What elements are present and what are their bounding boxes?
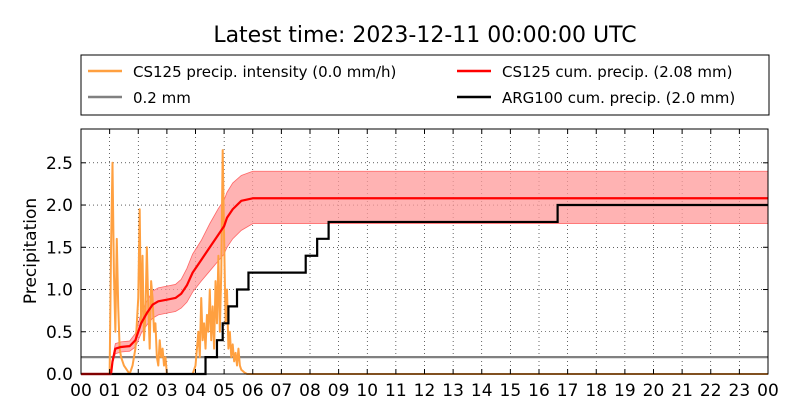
grid: [81, 129, 768, 374]
x-tick-label: 10: [356, 381, 378, 401]
x-tick-label: 14: [471, 381, 493, 401]
legend-label-cs125-cum: CS125 cum. precip. (2.08 mm): [502, 63, 732, 81]
y-tick-label: 1.0: [46, 281, 73, 301]
plot-marks: [81, 149, 769, 376]
legend-label-arg100-cum: ARG100 cum. precip. (2.0 mm): [502, 89, 735, 107]
y-tick-label: 0.0: [46, 365, 73, 385]
x-tick-label: 16: [528, 381, 550, 401]
x-tick-label: 11: [385, 381, 407, 401]
cs125-uncertainty-band: [81, 170, 769, 375]
x-tick-label: 00: [70, 381, 92, 401]
x-tick-label: 21: [671, 381, 693, 401]
x-tick-label: 05: [213, 381, 235, 401]
x-tick-label: 08: [299, 381, 321, 401]
x-tick-label: 03: [156, 381, 178, 401]
y-tick-label: 2.0: [46, 196, 73, 216]
y-axis-label: Precipitation: [21, 198, 41, 304]
x-axis: 00 01 02 03 04 05 06 07 08 09 10 11 12 13 14 15 16 17 18 19…: [70, 129, 779, 401]
x-tick-label: 01: [99, 381, 121, 401]
x-tick-label: 13: [442, 381, 464, 401]
x-tick-label: 12: [414, 381, 436, 401]
x-tick-label: 02: [127, 381, 149, 401]
y-axis: 0.0 0.5 1.0 1.5 2.0 2.5: [46, 154, 768, 385]
x-tick-label: 17: [557, 381, 579, 401]
chart-title: Latest time: 2023-12-11 00:00:00 UTC: [213, 23, 636, 48]
x-tick-label: 19: [614, 381, 636, 401]
y-tick-label: 2.5: [46, 154, 73, 174]
series-line-arg100-cum: [81, 203, 768, 376]
x-tick-label: 04: [185, 381, 207, 401]
x-tick-label: 23: [729, 381, 751, 401]
legend-label-threshold: 0.2 mm: [133, 89, 191, 107]
x-tick-label: 20: [643, 381, 665, 401]
y-tick-label: 1.5: [46, 238, 73, 258]
x-tick-label: 18: [585, 381, 607, 401]
y-tick-label: 0.5: [46, 323, 73, 343]
series-line-cs125-cum: [81, 197, 768, 376]
x-tick-label: 22: [700, 381, 722, 401]
legend: CS125 precip. intensity (0.0 mm/h) 0.2 m…: [80, 54, 770, 116]
x-tick-label: 00: [757, 381, 779, 401]
x-tick-label: 15: [500, 381, 522, 401]
x-tick-label: 09: [328, 381, 350, 401]
x-tick-label: 06: [242, 381, 264, 401]
legend-label-intensity: CS125 precip. intensity (0.0 mm/h): [133, 63, 396, 81]
x-tick-label: 07: [271, 381, 293, 401]
